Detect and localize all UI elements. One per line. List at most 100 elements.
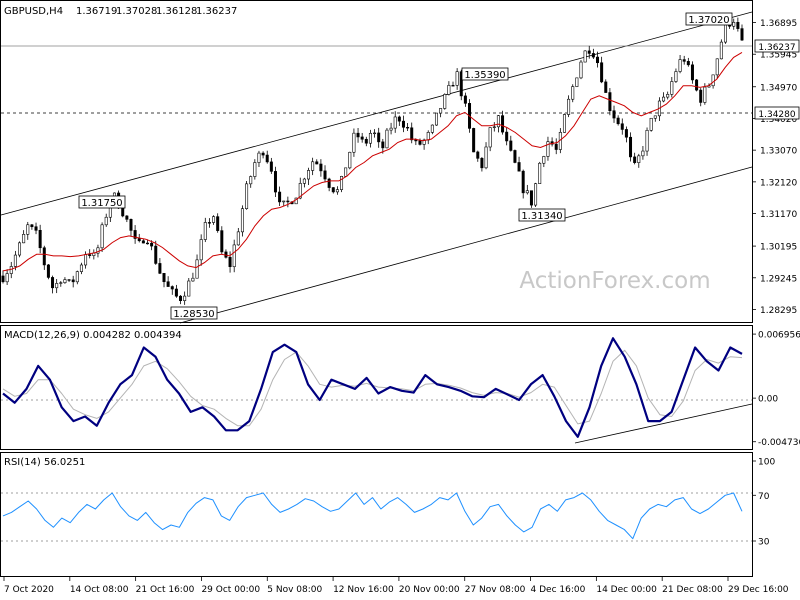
annotation-1-28530: 1.28530 <box>170 306 218 320</box>
candle <box>678 54 682 74</box>
candle <box>356 128 360 143</box>
time-tick-label: 7 Oct 2020 <box>4 585 54 595</box>
candle <box>203 217 207 243</box>
candle <box>125 215 129 223</box>
candles-layer <box>1 17 744 305</box>
candle <box>430 124 434 135</box>
candle <box>331 187 335 194</box>
candle <box>666 91 670 100</box>
candle <box>550 137 554 147</box>
candle <box>484 142 488 170</box>
annotation-label: 1.37020 <box>688 15 729 26</box>
price-tick-label: 1.31170 <box>760 210 797 220</box>
candle <box>286 196 290 208</box>
candle <box>307 167 311 185</box>
candle <box>63 277 67 284</box>
macd-tick-label: 0.00 <box>758 395 778 405</box>
macd-panel-frame <box>0 325 753 450</box>
price-axis: 1.36895 1.35945 1.34970 1.34020 1.33070 1.321… <box>752 19 797 316</box>
candle <box>447 81 451 96</box>
candle <box>426 130 430 145</box>
candle <box>562 113 566 133</box>
candle <box>323 165 327 183</box>
rsi-line <box>2 492 743 540</box>
candle <box>670 76 674 98</box>
time-tick-label: 14 Oct 08:00 <box>70 585 129 595</box>
candle <box>26 221 30 240</box>
candle <box>265 150 269 164</box>
candle <box>327 177 331 192</box>
price-tick-label: 1.30195 <box>760 243 797 253</box>
candle <box>240 205 244 237</box>
candle <box>695 78 699 92</box>
macd-title: MACD(12,26,9) 0.004282 0.004394 <box>4 330 182 341</box>
candle <box>517 156 521 172</box>
candle <box>674 68 678 83</box>
macd-axis: 0.006956 0.00 -0.004736 <box>752 331 800 448</box>
candle <box>162 273 166 288</box>
channel-upper-line <box>0 11 753 216</box>
annotation-1-35390: 1.35390 <box>461 67 509 81</box>
annotation-1-37020: 1.37020 <box>685 12 733 26</box>
candle <box>525 184 529 195</box>
candle <box>228 251 232 273</box>
candle <box>575 77 579 88</box>
candle <box>34 222 38 235</box>
candle <box>183 291 187 305</box>
candle <box>579 59 583 80</box>
candle <box>75 270 79 285</box>
candle <box>406 123 410 132</box>
rsi-panel-frame <box>0 452 753 577</box>
price-tick-label: 1.34020 <box>760 115 797 125</box>
candle <box>348 151 352 170</box>
candle <box>686 57 690 67</box>
candle <box>624 126 628 143</box>
candle <box>377 127 381 148</box>
candle <box>637 153 641 168</box>
candle <box>476 150 480 162</box>
annotation-1-31340: 1.31340 <box>518 208 566 222</box>
candle <box>344 167 348 177</box>
candle <box>488 127 492 152</box>
candle <box>529 190 533 208</box>
candle <box>59 281 63 287</box>
candle <box>641 145 645 160</box>
candle <box>236 227 240 246</box>
candle <box>505 127 509 146</box>
candle <box>92 249 96 260</box>
candle <box>385 127 389 149</box>
candle <box>633 152 637 165</box>
candle <box>736 17 740 32</box>
moving-average-line <box>2 51 743 272</box>
candle <box>9 261 13 279</box>
time-tick-label: 14 Dec 00:00 <box>596 585 657 595</box>
candle <box>207 218 211 228</box>
candle <box>315 159 319 165</box>
candle <box>645 127 649 156</box>
candle <box>583 50 587 63</box>
candle <box>740 24 744 41</box>
candle <box>364 136 368 147</box>
macd-signal-line <box>2 349 743 427</box>
time-tick-label: 20 Nov 00:00 <box>399 585 460 595</box>
candle <box>51 275 55 294</box>
watermark: ActionForex.com <box>519 268 710 294</box>
candle <box>629 132 633 162</box>
candle <box>434 112 438 126</box>
candle <box>249 175 253 188</box>
candle <box>397 115 401 126</box>
level-price-tag-label: 1.34280 <box>758 110 795 120</box>
macd-layer <box>2 337 743 438</box>
candle <box>389 122 393 135</box>
candle <box>38 224 42 254</box>
candle <box>253 159 257 180</box>
rsi-title: RSI(14) 56.0251 <box>4 457 85 468</box>
candle <box>653 115 657 122</box>
candle <box>269 157 273 174</box>
chart-header-open: 1.36719 <box>76 6 117 17</box>
candle <box>174 284 178 298</box>
chart-header-symbol: GBPUSD,H4 <box>4 6 63 17</box>
candle <box>690 61 694 84</box>
candle <box>42 245 46 270</box>
candle <box>100 222 104 253</box>
